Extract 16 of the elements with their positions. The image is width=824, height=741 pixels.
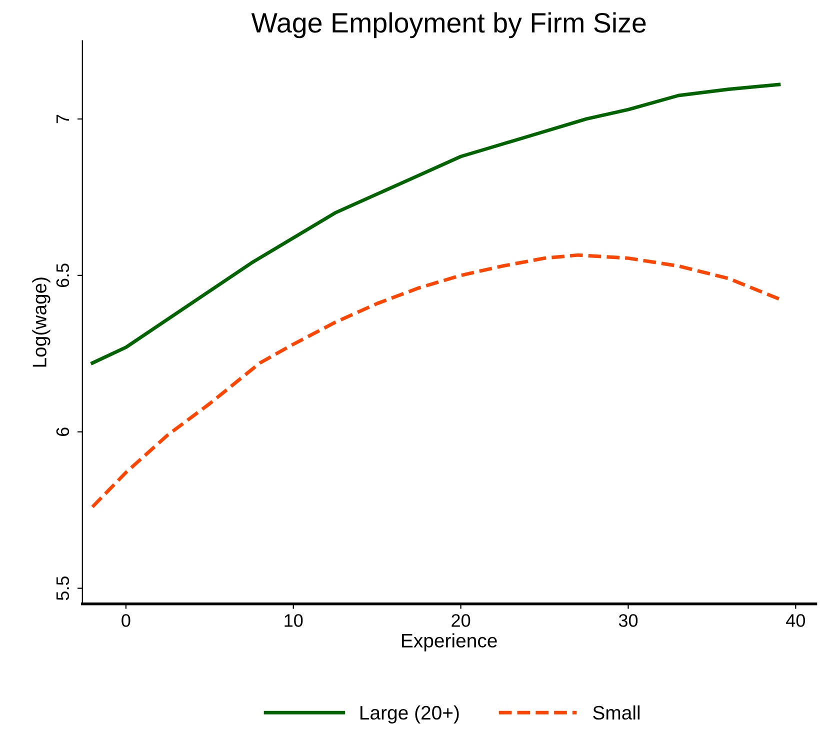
y-tick-label: 6.5 bbox=[56, 264, 70, 288]
y-tick-label: 5.5 bbox=[56, 576, 70, 600]
y-axis-title: Log(wage) bbox=[32, 278, 50, 367]
y-tick-label: 6 bbox=[56, 428, 70, 436]
line-series bbox=[90, 82, 781, 365]
y-tick-label: 7 bbox=[56, 114, 69, 124]
x-tick-label: 20 bbox=[452, 614, 470, 627]
x-tick-label: 0 bbox=[122, 614, 130, 627]
x-tick-label: 30 bbox=[618, 614, 638, 627]
line-series bbox=[90, 253, 781, 509]
x-axis-title: Experience bbox=[402, 633, 497, 652]
legend-label: Small bbox=[593, 705, 640, 720]
x-tick-label: 40 bbox=[786, 614, 806, 627]
chart-title: Wage Employment by Firm Size bbox=[251, 12, 646, 38]
x-tick-label: 10 bbox=[284, 614, 303, 627]
legend-label: Large (20+) bbox=[360, 705, 459, 724]
